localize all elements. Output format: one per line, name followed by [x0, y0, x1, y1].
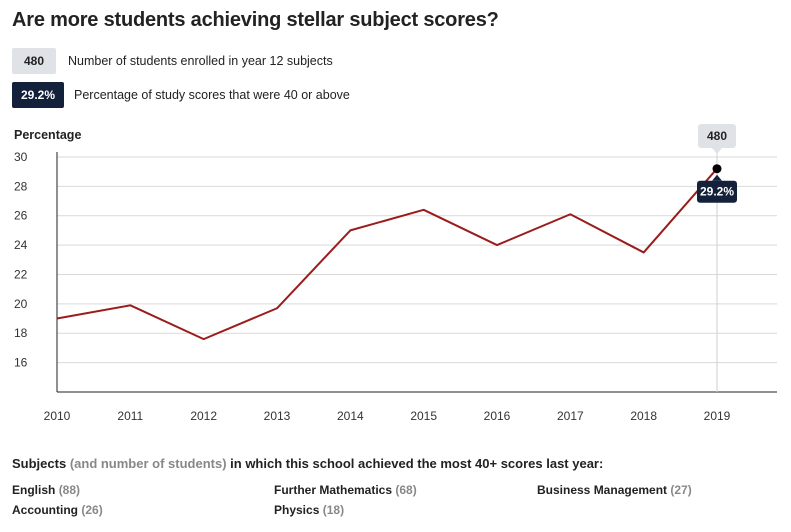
y-tick-label: 24 [14, 238, 28, 252]
y-tick-label: 16 [14, 356, 28, 370]
students-tooltip [698, 124, 736, 148]
x-tick-label: 2012 [190, 409, 217, 423]
x-tick-label: 2016 [484, 409, 511, 423]
x-tick-label: 2019 [704, 409, 731, 423]
subject-item: Further Mathematics (68) [274, 483, 417, 497]
chart-title: Are more students achieving stellar subj… [12, 9, 499, 31]
y-axis-label: Percentage [14, 128, 81, 142]
x-tick-label: 2018 [630, 409, 657, 423]
y-tick-label: 28 [14, 179, 28, 193]
percentage-legend-text: Percentage of study scores that were 40 … [74, 88, 350, 102]
subject-item: English (88) [12, 483, 80, 497]
subject-count: (88) [58, 483, 81, 497]
x-tick-label: 2014 [337, 409, 364, 423]
percentage-tooltip-pointer [712, 174, 722, 181]
legend-percentage: 29.2% Percentage of study scores that we… [12, 82, 350, 108]
y-tick-label: 22 [14, 267, 28, 281]
x-tick-label: 2010 [44, 409, 71, 423]
subject-item: Physics (18) [274, 503, 344, 517]
percentage-chip: 29.2% [12, 82, 64, 108]
students-tooltip-pointer [712, 148, 722, 154]
subject-count: (26) [81, 503, 103, 517]
students-tooltip-label: 480 [707, 129, 727, 143]
legend-students: 480 Number of students enrolled in year … [12, 48, 333, 74]
subject-count: (18) [322, 503, 345, 517]
y-tick-label: 18 [14, 326, 28, 340]
highlight-point [712, 164, 722, 174]
x-tick-label: 2013 [264, 409, 291, 423]
students-chip: 480 [12, 48, 56, 74]
x-tick-label: 2017 [557, 409, 584, 423]
subjects-heading-rest: in which this school achieved the most 4… [230, 456, 604, 471]
subject-item: Accounting (26) [12, 503, 103, 517]
subject-name: Accounting [12, 503, 78, 517]
subject-name: Business Management [537, 483, 668, 497]
percentage-tooltip [697, 180, 737, 203]
subject-count: (27) [670, 483, 692, 497]
students-legend-text: Number of students enrolled in year 12 s… [68, 54, 333, 68]
subjects-heading: Subjects (and number of students) in whi… [12, 456, 603, 471]
subject-count: (68) [395, 483, 417, 497]
line-chart: Percentage 16 18 20 22 24 26 28 30 2010 2011 2012 20… [14, 124, 777, 423]
subjects-heading-main: Subjects [12, 456, 67, 471]
y-tick-label: 30 [14, 150, 28, 164]
series-line [56, 168, 718, 341]
x-tick-label: 2015 [410, 409, 437, 423]
subject-name: English [12, 483, 56, 497]
subject-name: Further Mathematics [274, 483, 393, 497]
x-tick-label: 2011 [117, 409, 143, 423]
subjects-heading-paren: (and number of students) [69, 456, 227, 471]
y-tick-label: 20 [14, 297, 28, 311]
subject-name: Physics [274, 503, 320, 517]
percentage-tooltip-label: 29.2% [700, 185, 734, 199]
y-tick-label: 26 [14, 209, 28, 223]
subject-item: Business Management (27) [537, 483, 692, 497]
